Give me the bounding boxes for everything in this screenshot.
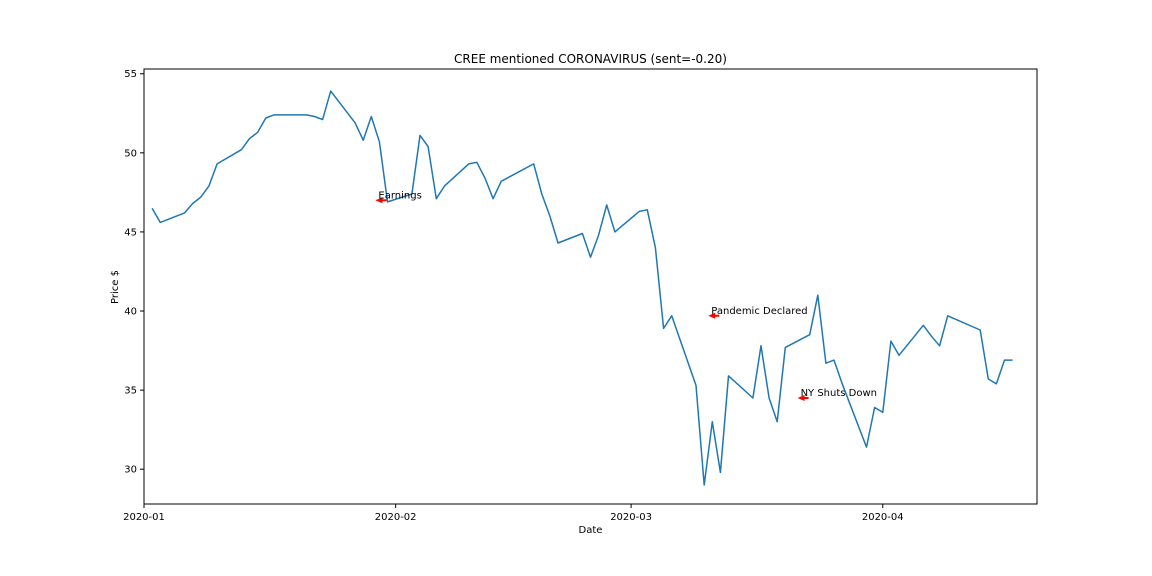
plot-area-frame — [143, 68, 1038, 505]
price-line — [151, 90, 1013, 486]
y-tick-label: 30 — [124, 465, 137, 476]
annotation-label: Pandemic Declared — [711, 306, 807, 317]
x-axis: 2020-01 2020-02 2020-03 2020-04 — [123, 504, 904, 523]
x-axis-label: Date — [579, 525, 603, 536]
y-tick-label: 35 — [124, 386, 137, 397]
y-tick-label: 45 — [124, 227, 137, 238]
x-tick-label: 2020-03 — [610, 512, 652, 523]
x-tick-label: 2020-01 — [123, 512, 165, 523]
annotation: NY Shuts Down — [797, 388, 877, 402]
y-axis-label: Price $ — [110, 270, 121, 304]
y-tick-label: 40 — [124, 307, 137, 318]
annotation-arrow — [375, 197, 383, 204]
x-tick-label: 2020-02 — [375, 512, 417, 523]
annotation-arrow — [708, 312, 716, 319]
annotation-label: NY Shuts Down — [801, 388, 877, 399]
y-tick-label: 55 — [124, 69, 137, 80]
annotation: Earnings — [375, 190, 422, 204]
annotation-arrow — [797, 395, 805, 402]
annotation-layer: Earnings Pandemic Declared NY Shuts Down — [375, 190, 877, 402]
annotation-label: Earnings — [378, 190, 421, 201]
y-axis: 30 35 40 45 50 55 — [124, 69, 144, 476]
series-layer — [151, 90, 1013, 486]
annotation: Pandemic Declared — [708, 306, 808, 319]
x-tick-label: 2020-04 — [862, 512, 904, 523]
y-tick-label: 50 — [124, 148, 137, 159]
chart-title: CREE mentioned CORONAVIRUS (sent=-0.20) — [454, 52, 727, 66]
